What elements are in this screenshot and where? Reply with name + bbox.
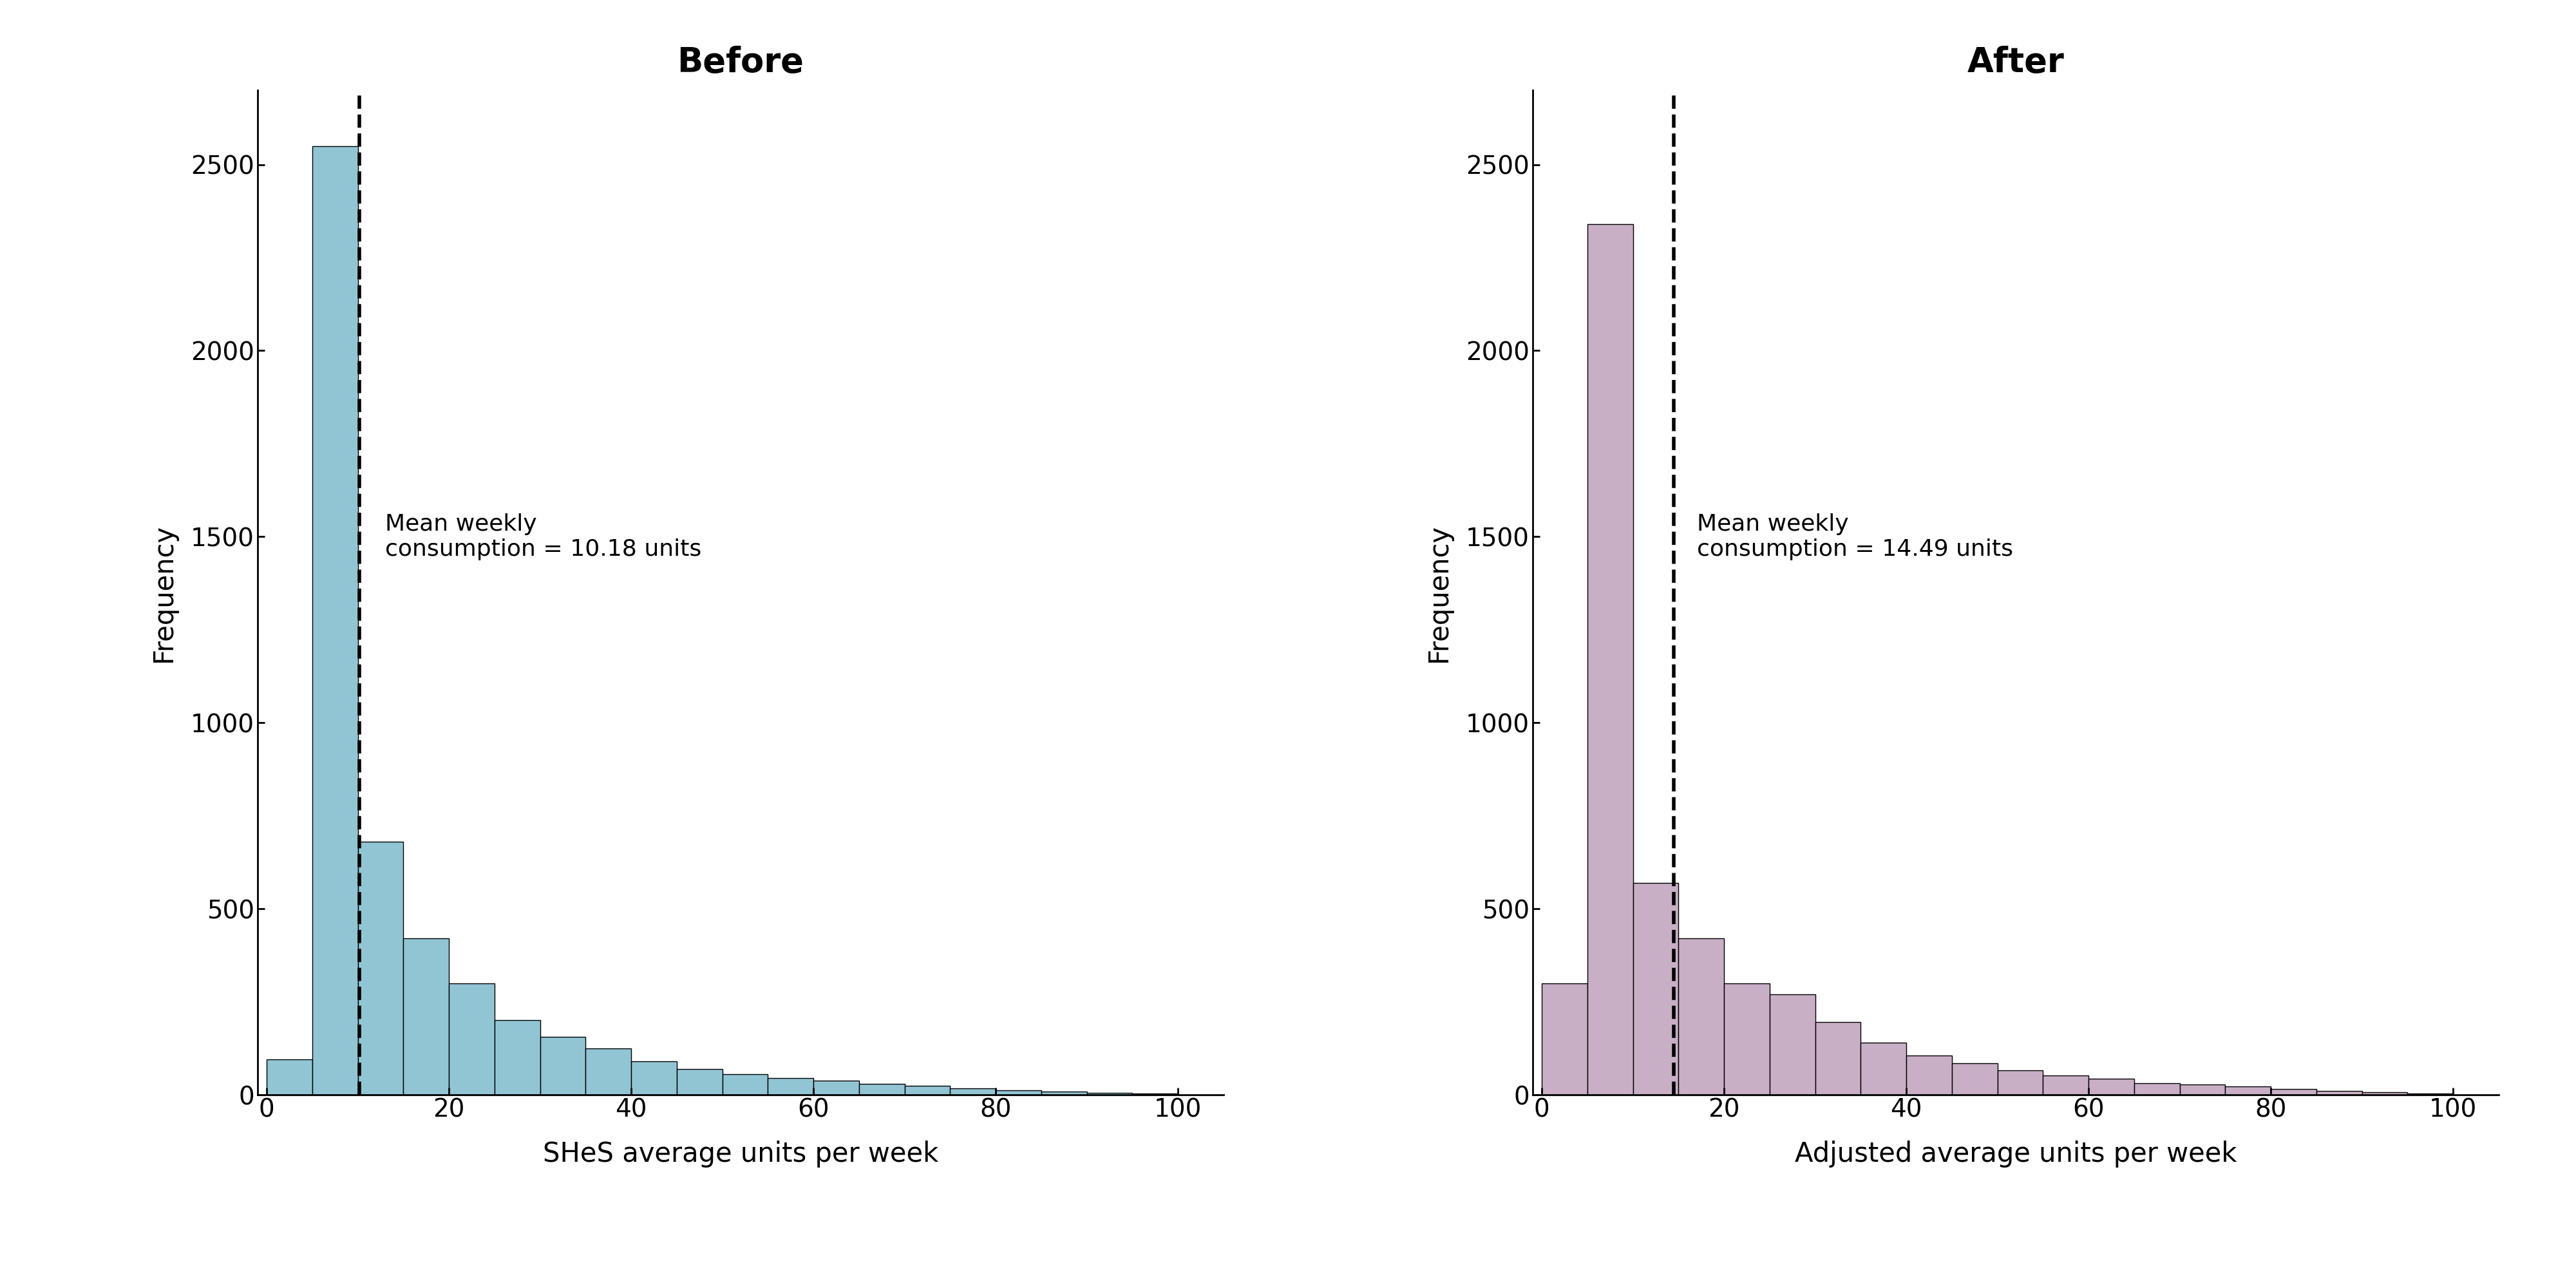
X-axis label: Adjusted average units per week: Adjusted average units per week <box>1795 1140 2236 1167</box>
X-axis label: SHeS average units per week: SHeS average units per week <box>544 1140 938 1167</box>
Title: Before: Before <box>677 46 804 80</box>
Bar <box>1723 983 1770 1095</box>
Bar <box>2133 1083 2179 1095</box>
Bar <box>1543 983 1587 1095</box>
Bar <box>268 1060 312 1095</box>
Bar <box>2272 1088 2316 1095</box>
Bar <box>1587 224 1633 1095</box>
Y-axis label: Frequency: Frequency <box>149 523 178 662</box>
Bar <box>1953 1063 1996 1095</box>
Bar <box>677 1069 721 1095</box>
Bar <box>1087 1094 1133 1095</box>
Bar <box>2362 1092 2409 1095</box>
Bar <box>631 1061 677 1095</box>
Bar <box>858 1083 904 1095</box>
Bar <box>951 1088 997 1095</box>
Bar <box>2089 1078 2133 1095</box>
Bar <box>2316 1091 2362 1095</box>
Bar <box>448 983 495 1095</box>
Title: After: After <box>1968 46 2063 80</box>
Bar <box>904 1086 951 1095</box>
Bar <box>2409 1094 2452 1095</box>
Bar <box>1041 1092 1087 1095</box>
Bar <box>814 1081 858 1095</box>
Bar <box>312 146 358 1095</box>
Bar <box>768 1078 814 1095</box>
Bar <box>2179 1084 2226 1095</box>
Bar <box>721 1074 768 1095</box>
Bar <box>2043 1075 2089 1095</box>
Text: Mean weekly
consumption = 10.18 units: Mean weekly consumption = 10.18 units <box>386 513 701 560</box>
Bar <box>1906 1056 1953 1095</box>
Bar <box>1633 882 1680 1095</box>
Bar <box>585 1048 631 1095</box>
Bar <box>541 1037 585 1095</box>
Bar <box>495 1020 541 1095</box>
Bar <box>358 842 404 1095</box>
Bar <box>1860 1043 1906 1095</box>
Bar <box>1770 994 1816 1095</box>
Bar <box>404 939 448 1095</box>
Bar <box>1816 1023 1860 1095</box>
Bar <box>2226 1087 2272 1095</box>
Bar <box>1996 1070 2043 1095</box>
Bar <box>997 1091 1041 1095</box>
Y-axis label: Frequency: Frequency <box>1425 523 1453 662</box>
Bar <box>1680 939 1723 1095</box>
Text: Mean weekly
consumption = 14.49 units: Mean weekly consumption = 14.49 units <box>1698 513 2012 560</box>
